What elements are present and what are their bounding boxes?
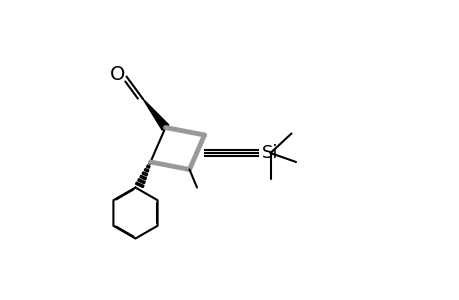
Polygon shape — [146, 165, 150, 168]
Polygon shape — [148, 162, 151, 164]
Polygon shape — [137, 179, 145, 184]
Polygon shape — [142, 172, 147, 176]
Text: Si: Si — [262, 144, 278, 162]
Polygon shape — [135, 182, 144, 188]
Polygon shape — [144, 168, 149, 172]
Polygon shape — [143, 99, 168, 130]
Polygon shape — [140, 175, 146, 180]
Text: O: O — [110, 65, 125, 85]
